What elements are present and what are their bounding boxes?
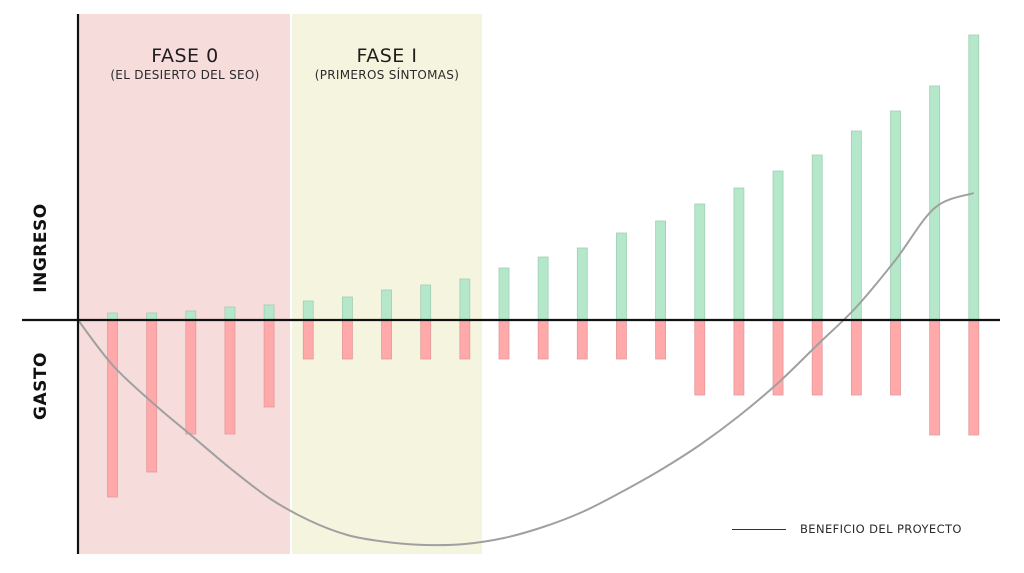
gasto-bar: [420, 319, 432, 360]
legend: BENEFICIO DEL PROYECTO: [732, 522, 962, 536]
ingreso-bar: [576, 247, 588, 321]
ingreso-bar: [381, 289, 392, 321]
ingreso-bar: [850, 130, 862, 321]
gasto-bar: [694, 319, 706, 396]
profit-line: [77, 192, 975, 547]
gasto-bar: [341, 319, 353, 360]
ingreso-bar: [420, 284, 432, 321]
ingreso-bar: [929, 85, 941, 321]
phase-backgrounds: [79, 14, 482, 554]
gasto-bar: [890, 319, 901, 396]
y-label-gasto: GASTO: [31, 352, 51, 420]
phase1-label: FASE I (PRIMEROS SÍNTOMAS): [292, 45, 482, 83]
ingreso-bar: [185, 310, 197, 321]
ingreso-bar: [772, 170, 784, 321]
gasto-bar: [498, 319, 510, 360]
ingreso-bar: [302, 300, 314, 321]
gasto-bar: [146, 319, 158, 473]
ingreso-bar: [341, 296, 353, 321]
gasto-bar: [850, 319, 862, 396]
ingreso-bar: [263, 304, 275, 321]
gasto-bar: [459, 319, 471, 360]
gasto-bar: [811, 319, 823, 396]
gasto-bar: [302, 319, 314, 360]
ingreso-bar: [811, 154, 823, 321]
ingreso-bar: [459, 278, 471, 321]
phase0-label: FASE 0 (EL DESIERTO DEL SEO): [80, 45, 290, 83]
gasto-bar: [381, 319, 392, 360]
ingreso-bar: [890, 110, 901, 321]
phase1-subtitle: (PRIMEROS SÍNTOMAS): [314, 68, 460, 82]
phase0-title: FASE 0: [151, 45, 219, 67]
gasto-bar: [576, 319, 588, 360]
ingreso-bar: [733, 187, 745, 321]
y-label-ingreso: INGRESO: [31, 203, 51, 293]
gasto-bar: [616, 319, 627, 360]
ingreso-bar: [498, 267, 510, 321]
gasto-bar: [263, 319, 275, 408]
ingreso-bar: [968, 34, 980, 321]
gasto-bar: [655, 319, 666, 360]
gasto-bar: [968, 319, 980, 436]
phase1-title: FASE I: [356, 45, 418, 67]
phase-1-background: [292, 14, 482, 554]
gasto-bar: [185, 319, 197, 435]
gasto-bar: [733, 319, 745, 396]
gasto-bar: [929, 319, 941, 436]
legend-line-swatch: [732, 528, 786, 530]
gasto-bar: [537, 319, 549, 360]
ingreso-bar: [616, 232, 627, 321]
legend-label: BENEFICIO DEL PROYECTO: [800, 522, 962, 536]
ingreso-bar: [694, 203, 706, 321]
ingreso-bar: [537, 256, 549, 321]
gasto-bar: [107, 319, 118, 498]
ingreso-bar: [224, 306, 236, 321]
gasto-bar: [224, 319, 236, 435]
ingreso-bar: [655, 220, 666, 321]
phase0-subtitle: (EL DESIERTO DEL SEO): [110, 68, 260, 82]
